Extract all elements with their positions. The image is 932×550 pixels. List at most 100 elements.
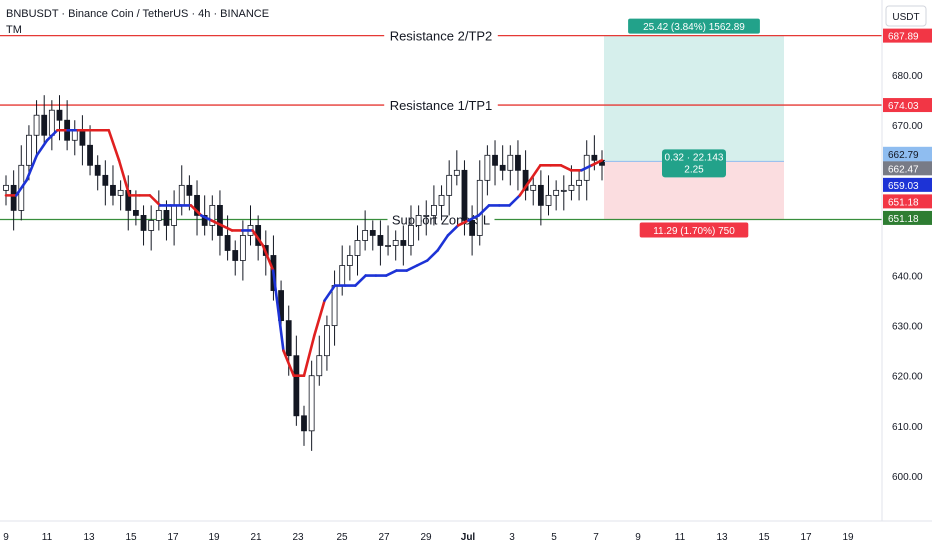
candle-body bbox=[201, 215, 208, 226]
candle[interactable] bbox=[530, 175, 537, 206]
candle-body bbox=[423, 215, 430, 217]
candle[interactable] bbox=[110, 165, 116, 206]
candle[interactable] bbox=[545, 175, 552, 216]
candle[interactable] bbox=[171, 190, 178, 246]
candle[interactable] bbox=[316, 335, 323, 386]
candle[interactable] bbox=[217, 190, 223, 256]
candle[interactable] bbox=[492, 140, 498, 186]
candle[interactable] bbox=[301, 405, 307, 446]
candle[interactable] bbox=[438, 185, 445, 221]
candle[interactable] bbox=[194, 180, 200, 236]
candle[interactable] bbox=[515, 140, 521, 191]
candle[interactable] bbox=[56, 95, 63, 141]
candle[interactable] bbox=[484, 145, 491, 196]
supertrend-segment bbox=[220, 224, 234, 232]
candle[interactable] bbox=[247, 205, 254, 246]
candle[interactable] bbox=[415, 205, 422, 241]
time-tick: 15 bbox=[758, 532, 770, 543]
candle[interactable] bbox=[102, 160, 109, 206]
supertrend-segment bbox=[148, 194, 162, 207]
candle[interactable] bbox=[163, 200, 170, 241]
candle[interactable] bbox=[507, 145, 514, 186]
candle[interactable] bbox=[18, 145, 25, 221]
supertrend-segment bbox=[477, 204, 491, 217]
candle[interactable] bbox=[392, 230, 399, 261]
candle-body bbox=[41, 114, 48, 136]
candle[interactable] bbox=[453, 150, 460, 186]
candle[interactable] bbox=[3, 175, 9, 206]
candle[interactable] bbox=[385, 225, 391, 256]
indicator-label[interactable]: TM bbox=[6, 24, 22, 36]
candle[interactable] bbox=[553, 180, 560, 211]
candle[interactable] bbox=[499, 145, 506, 181]
candle[interactable] bbox=[87, 125, 93, 176]
supertrend-segment bbox=[508, 194, 522, 207]
candle[interactable] bbox=[362, 210, 369, 251]
candle-body bbox=[71, 129, 78, 141]
candle[interactable] bbox=[346, 245, 353, 281]
symbol-title[interactable]: BNBUSDT · Binance Coin / TetherUS · 4h ·… bbox=[6, 8, 270, 20]
candle[interactable] bbox=[10, 170, 17, 231]
currency-button[interactable] bbox=[885, 5, 927, 27]
candle[interactable] bbox=[148, 205, 155, 251]
candle[interactable] bbox=[41, 95, 48, 146]
candle[interactable] bbox=[155, 190, 162, 231]
candle-body bbox=[232, 250, 239, 261]
candle-body bbox=[362, 230, 369, 241]
ratio-line1: 0.32 · 22.143 bbox=[665, 152, 724, 163]
time-tick: 27 bbox=[378, 532, 390, 543]
candle[interactable] bbox=[178, 165, 185, 216]
candle[interactable] bbox=[201, 195, 208, 236]
candle[interactable] bbox=[599, 150, 605, 181]
candle[interactable] bbox=[117, 180, 124, 211]
candle[interactable] bbox=[369, 220, 376, 251]
candle[interactable] bbox=[476, 160, 483, 246]
ratio-box-bg bbox=[662, 149, 726, 178]
candle[interactable] bbox=[537, 170, 544, 226]
candle[interactable] bbox=[446, 160, 453, 216]
candle-body bbox=[171, 204, 178, 226]
candle[interactable] bbox=[232, 240, 239, 276]
candle[interactable] bbox=[339, 245, 346, 296]
candle[interactable] bbox=[354, 225, 361, 276]
currency-label[interactable]: USDT bbox=[892, 12, 919, 23]
candle[interactable] bbox=[560, 175, 567, 211]
resistance1-badge: 674.03 bbox=[888, 101, 919, 112]
candle[interactable] bbox=[308, 360, 315, 451]
candle-body bbox=[476, 179, 483, 236]
candle[interactable] bbox=[400, 225, 407, 266]
candle[interactable] bbox=[224, 215, 231, 261]
price-tick: 610.00 bbox=[892, 422, 923, 433]
candle[interactable] bbox=[94, 155, 101, 191]
candle-body bbox=[293, 355, 300, 417]
open-price-badge: 662.47 bbox=[888, 164, 919, 175]
candle[interactable] bbox=[377, 220, 384, 266]
candle[interactable] bbox=[331, 270, 338, 346]
candle[interactable] bbox=[140, 205, 147, 246]
candle[interactable] bbox=[33, 100, 40, 156]
time-tick: 17 bbox=[800, 532, 812, 543]
candle[interactable] bbox=[64, 100, 71, 151]
candle[interactable] bbox=[324, 315, 330, 371]
candle[interactable] bbox=[522, 150, 529, 201]
candle[interactable] bbox=[48, 100, 55, 151]
candle[interactable] bbox=[209, 195, 216, 241]
candle-body bbox=[308, 375, 315, 432]
price-tick: 600.00 bbox=[892, 472, 923, 483]
profit-zone[interactable] bbox=[604, 35, 784, 162]
candle[interactable] bbox=[71, 120, 78, 156]
price-tick: 680.00 bbox=[892, 71, 923, 82]
candle[interactable] bbox=[293, 335, 300, 426]
supertrend-segment bbox=[282, 349, 296, 378]
candle[interactable] bbox=[583, 140, 590, 201]
candle[interactable] bbox=[423, 200, 430, 236]
candle[interactable] bbox=[430, 185, 437, 226]
time-tick: 3 bbox=[509, 532, 515, 543]
candle[interactable] bbox=[576, 170, 582, 201]
candle[interactable] bbox=[79, 115, 86, 166]
candle[interactable] bbox=[469, 205, 476, 256]
time-tick: 11 bbox=[675, 532, 686, 543]
candle[interactable] bbox=[408, 205, 414, 256]
supertrend-segment bbox=[590, 159, 604, 167]
